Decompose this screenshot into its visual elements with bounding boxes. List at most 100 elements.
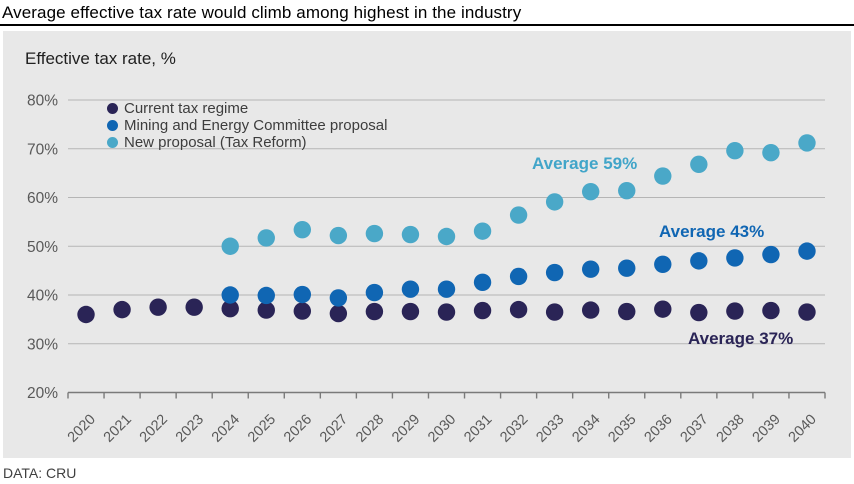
legend-item-mining-and-energy-committee-proposal: Mining and Energy Committee proposal	[107, 117, 387, 134]
data-point	[690, 303, 708, 322]
legend-label: New proposal (Tax Reform)	[124, 134, 307, 151]
data-point	[473, 273, 492, 292]
x-tick-label: 2029	[389, 412, 423, 446]
data-point	[726, 302, 744, 320]
data-point	[77, 305, 95, 324]
data-point	[654, 300, 672, 318]
x-tick-label: 2025	[245, 412, 279, 446]
axis-title: Effective tax rate, %	[25, 49, 176, 68]
x-tick-label: 2040	[786, 412, 820, 446]
x-axis-labels: 2020 2021 2022 2023 2024 2025 2026 2027 2028 2029…	[65, 412, 820, 446]
data-point	[365, 224, 384, 243]
data-point	[762, 143, 780, 162]
legend-item-new-proposal-tax-reform-: New proposal (Tax Reform)	[107, 134, 387, 151]
data-point	[221, 286, 239, 304]
data-point	[437, 280, 456, 298]
x-tick-label: 2031	[461, 412, 495, 446]
data-point	[257, 301, 275, 319]
y-tick-label: 50%	[27, 239, 58, 256]
data-point	[762, 245, 780, 264]
data-point	[509, 267, 528, 286]
series-mining-and-energy-committee-proposal	[221, 242, 816, 307]
average-annotation: Average 37%	[688, 329, 794, 348]
data-point	[329, 304, 348, 323]
data-point	[762, 301, 780, 320]
x-tick-label: 2035	[605, 412, 639, 446]
y-tick-label: 20%	[27, 385, 58, 402]
data-point	[798, 242, 816, 260]
data-point	[365, 283, 384, 302]
data-point	[401, 302, 420, 321]
data-point	[473, 222, 492, 240]
chart-legend: Current tax regime Mining and Energy Comm…	[107, 100, 387, 151]
data-point	[726, 249, 744, 267]
x-tick-label: 2027	[317, 412, 351, 446]
legend-dot-icon	[107, 120, 118, 131]
data-point	[401, 280, 420, 298]
series-current-tax-regime	[77, 298, 816, 324]
x-tick-label: 2020	[65, 412, 99, 446]
x-tick-label: 2034	[569, 412, 603, 446]
data-point	[221, 237, 239, 255]
x-tick-label: 2024	[209, 412, 243, 446]
y-tick-label: 80%	[27, 93, 58, 110]
x-tick-label: 2030	[425, 412, 459, 446]
series-new-proposal-tax-reform-	[221, 134, 816, 255]
x-tick-label: 2021	[101, 412, 135, 446]
x-tick-label: 2039	[750, 412, 784, 446]
data-point	[113, 300, 131, 319]
data-point	[437, 303, 456, 321]
data-point	[437, 227, 456, 246]
y-axis-labels: 20% 30% 40% 50% 60% 70% 80%	[27, 93, 58, 403]
average-annotation: Average 43%	[659, 222, 765, 241]
data-point	[581, 260, 600, 278]
x-tick-label: 2028	[353, 412, 387, 446]
average-annotation: Average 59%	[532, 154, 638, 173]
x-tick-label: 2023	[173, 412, 207, 446]
data-point	[545, 263, 564, 282]
data-point	[618, 181, 636, 200]
x-tick-label: 2033	[533, 412, 567, 446]
data-point	[293, 302, 312, 320]
page-title: Average effective tax rate would climb a…	[2, 3, 522, 22]
data-point	[654, 167, 672, 185]
data-point	[257, 229, 275, 247]
data-point	[798, 303, 816, 321]
data-point	[509, 300, 528, 319]
legend-label: Mining and Energy Committee proposal	[124, 117, 388, 134]
data-point	[329, 289, 348, 307]
data-point	[185, 298, 203, 316]
x-tick-label: 2038	[714, 412, 748, 446]
x-axis	[67, 391, 826, 399]
x-tick-label: 2037	[678, 412, 712, 446]
chart-panel	[3, 31, 851, 458]
data-point	[690, 155, 708, 174]
data-point	[726, 142, 744, 160]
legend-item-current-tax-regime: Current tax regime	[107, 100, 387, 117]
x-tick-label: 2022	[137, 412, 171, 446]
x-tick-label: 2032	[497, 412, 531, 446]
y-tick-label: 30%	[27, 336, 58, 353]
data-source: DATA: CRU	[3, 465, 77, 481]
y-tick-label: 60%	[27, 190, 58, 207]
y-tick-label: 70%	[27, 141, 58, 158]
data-point	[545, 193, 564, 211]
data-point	[257, 286, 275, 305]
data-point	[545, 303, 564, 321]
data-point	[149, 298, 167, 316]
data-point	[618, 302, 636, 321]
data-point	[473, 301, 492, 320]
data-point	[690, 252, 708, 270]
data-point	[798, 134, 816, 152]
data-point	[654, 255, 672, 273]
legend-label: Current tax regime	[124, 100, 249, 117]
data-point	[401, 225, 420, 244]
data-point	[365, 302, 384, 321]
data-point	[581, 301, 600, 319]
x-tick-label: 2026	[281, 412, 315, 446]
data-point	[221, 299, 239, 318]
data-point	[581, 182, 600, 201]
data-point	[293, 220, 312, 239]
